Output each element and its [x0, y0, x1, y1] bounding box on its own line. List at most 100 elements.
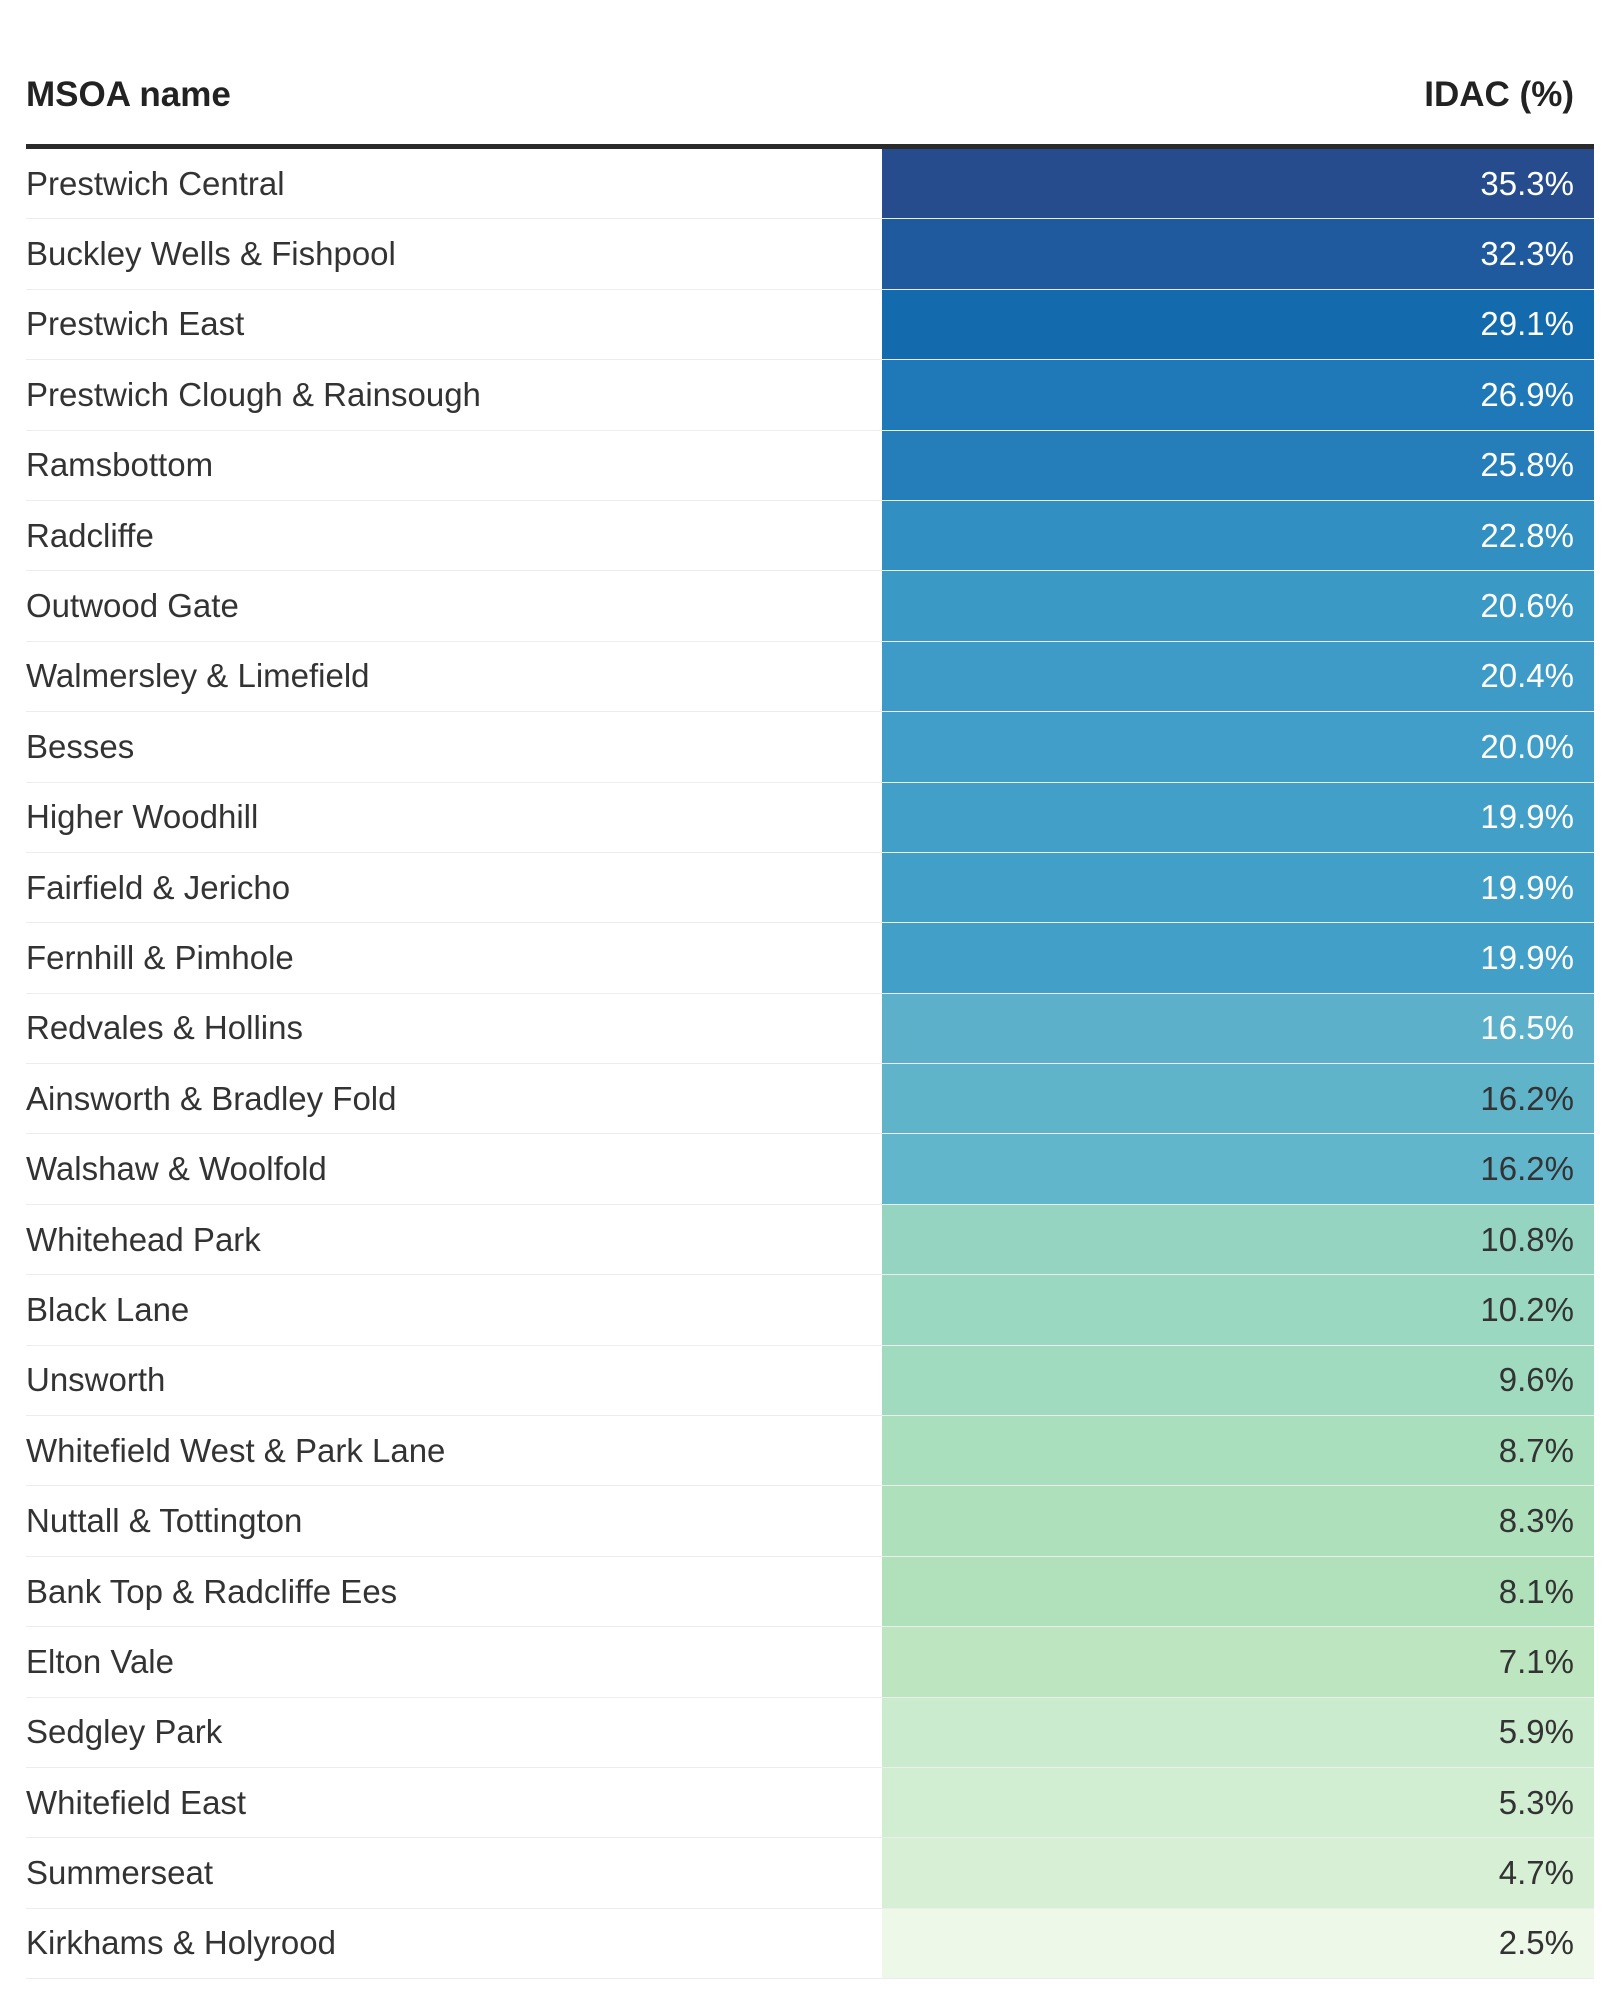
msoa-name-cell: Ramsbottom	[26, 446, 214, 484]
msoa-name-cell: Unsworth	[26, 1361, 166, 1399]
msoa-name-cell: Prestwich Clough & Rainsough	[26, 375, 481, 413]
idac-value-label: 19.9%	[1480, 868, 1574, 906]
idac-value-label: 8.1%	[1498, 1572, 1574, 1610]
idac-table: MSOA name IDAC (%) Prestwich Central 35.3…	[26, 64, 1594, 1980]
table-row: Walshaw & Woolfold 16.2%	[26, 1134, 1594, 1205]
table-body: Prestwich Central 35.3% Buckley Wells & Fi…	[26, 149, 1594, 1980]
table-header: MSOA name IDAC (%)	[26, 64, 1594, 144]
idac-value-cell: 5.3%	[882, 1767, 1594, 1838]
idac-value-cell: 7.1%	[882, 1627, 1594, 1697]
idac-value-label: 22.8%	[1480, 516, 1574, 554]
msoa-name-cell: Nuttall & Tottington	[26, 1502, 303, 1540]
idac-value-label: 16.2%	[1480, 1079, 1574, 1117]
idac-value-cell: 16.2%	[882, 1134, 1594, 1204]
idac-value-label: 35.3%	[1480, 164, 1574, 202]
idac-value-cell: 32.3%	[882, 219, 1594, 289]
msoa-name-cell: Whitefield West & Park Lane	[26, 1431, 446, 1469]
idac-value-label: 16.5%	[1480, 1009, 1574, 1047]
msoa-name-cell: Sedgley Park	[26, 1713, 223, 1751]
table-row: Elton Vale 7.1%	[26, 1627, 1594, 1698]
idac-value-cell: 19.9%	[882, 923, 1594, 993]
idac-value-label: 5.3%	[1498, 1783, 1574, 1821]
idac-value-cell: 10.8%	[882, 1204, 1594, 1275]
msoa-name-cell: Fairfield & Jericho	[26, 868, 291, 906]
idac-value-label: 9.6%	[1498, 1361, 1574, 1399]
idac-value-label: 26.9%	[1480, 375, 1574, 413]
table-row: Sedgley Park 5.9%	[26, 1697, 1594, 1768]
idac-value-label: 20.0%	[1480, 727, 1574, 765]
table-row: Besses 20.0%	[26, 712, 1594, 783]
idac-value-label: 29.1%	[1480, 305, 1574, 343]
idac-value-cell: 19.9%	[882, 852, 1594, 923]
table-row: Whitefield West & Park Lane 8.7%	[26, 1416, 1594, 1487]
msoa-name-cell: Prestwich East	[26, 305, 245, 343]
table-row: Nuttall & Tottington 8.3%	[26, 1486, 1594, 1557]
idac-value-label: 32.3%	[1480, 235, 1574, 273]
msoa-name-cell: Whitefield East	[26, 1783, 247, 1821]
msoa-name-cell: Higher Woodhill	[26, 798, 259, 836]
idac-value-cell: 8.7%	[882, 1416, 1594, 1486]
idac-value-cell: 29.1%	[882, 289, 1594, 360]
table-row: Walmersley & Limefield 20.4%	[26, 641, 1594, 713]
msoa-name-cell: Outwood Gate	[26, 587, 239, 625]
table-row: Outwood Gate 20.6%	[26, 571, 1594, 642]
idac-value-label: 25.8%	[1480, 446, 1574, 484]
table-row: Buckley Wells & Fishpool 32.3%	[26, 219, 1594, 290]
msoa-name-cell: Prestwich Central	[26, 164, 285, 202]
idac-value-cell: 25.8%	[882, 430, 1594, 500]
table-row: Prestwich Clough & Rainsough 26.9%	[26, 360, 1594, 431]
table-row: Radcliffe 22.8%	[26, 500, 1594, 572]
msoa-name-cell: Elton Vale	[26, 1642, 174, 1680]
idac-value-cell: 20.4%	[882, 641, 1594, 712]
idac-value-label: 10.8%	[1480, 1220, 1574, 1258]
idac-value-cell: 26.9%	[882, 360, 1594, 430]
idac-value-cell: 20.0%	[882, 712, 1594, 782]
idac-value-label: 8.7%	[1498, 1431, 1574, 1469]
table-row: Whitehead Park 10.8%	[26, 1204, 1594, 1276]
idac-value-label: 10.2%	[1480, 1290, 1574, 1328]
table-row: Redvales & Hollins 16.5%	[26, 993, 1594, 1065]
idac-value-cell: 8.3%	[882, 1486, 1594, 1556]
table-row: Kirkhams & Holyrood 2.5%	[26, 1908, 1594, 1980]
idac-value-cell: 2.5%	[882, 1908, 1594, 1979]
msoa-name-cell: Besses	[26, 727, 135, 765]
msoa-name-cell: Ainsworth & Bradley Fold	[26, 1079, 397, 1117]
table-row: Fernhill & Pimhole 19.9%	[26, 923, 1594, 994]
msoa-name-cell: Redvales & Hollins	[26, 1009, 303, 1047]
msoa-name-cell: Fernhill & Pimhole	[26, 938, 294, 976]
table-row: Ramsbottom 25.8%	[26, 430, 1594, 501]
idac-value-cell: 9.6%	[882, 1345, 1594, 1416]
idac-value-cell: 19.9%	[882, 782, 1594, 852]
msoa-name-cell: Kirkhams & Holyrood	[26, 1924, 336, 1962]
idac-value-label: 2.5%	[1498, 1924, 1574, 1962]
table-row: Higher Woodhill 19.9%	[26, 782, 1594, 853]
idac-value-label: 19.9%	[1480, 938, 1574, 976]
idac-value-label: 8.3%	[1498, 1502, 1574, 1540]
idac-value-label: 20.4%	[1480, 657, 1574, 695]
idac-value-label: 20.6%	[1480, 587, 1574, 625]
idac-value-label: 16.2%	[1480, 1150, 1574, 1188]
msoa-name-cell: Radcliffe	[26, 516, 154, 554]
table-row: Black Lane 10.2%	[26, 1275, 1594, 1346]
idac-value-cell: 5.9%	[882, 1697, 1594, 1767]
msoa-name-cell: Bank Top & Radcliffe Ees	[26, 1572, 398, 1610]
idac-value-label: 4.7%	[1498, 1854, 1574, 1892]
column-header-idac: IDAC (%)	[1424, 75, 1574, 114]
msoa-name-cell: Whitehead Park	[26, 1220, 261, 1258]
table-row: Unsworth 9.6%	[26, 1345, 1594, 1417]
idac-value-label: 7.1%	[1498, 1642, 1574, 1680]
table-row: Prestwich Central 35.3%	[26, 149, 1594, 220]
idac-value-cell: 22.8%	[882, 500, 1594, 571]
idac-value-cell: 16.5%	[882, 993, 1594, 1064]
column-header-msoa-name: MSOA name	[26, 75, 231, 114]
idac-value-label: 19.9%	[1480, 798, 1574, 836]
header-rule	[26, 144, 1594, 149]
table-row: Ainsworth & Bradley Fold 16.2%	[26, 1064, 1594, 1135]
table-row: Summerseat 4.7%	[26, 1838, 1594, 1909]
table-row: Fairfield & Jericho 19.9%	[26, 852, 1594, 924]
idac-value-cell: 16.2%	[882, 1064, 1594, 1134]
table-row: Prestwich East 29.1%	[26, 289, 1594, 361]
msoa-name-cell: Buckley Wells & Fishpool	[26, 235, 396, 273]
msoa-name-cell: Black Lane	[26, 1290, 190, 1328]
idac-value-cell: 20.6%	[882, 571, 1594, 641]
